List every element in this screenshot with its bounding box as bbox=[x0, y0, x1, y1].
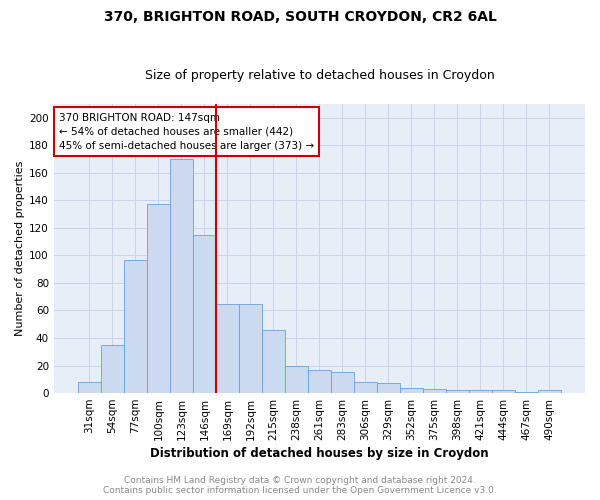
Bar bbox=[423, 389, 446, 393]
Text: 370, BRIGHTON ROAD, SOUTH CROYDON, CR2 6AL: 370, BRIGHTON ROAD, SOUTH CROYDON, CR2 6… bbox=[104, 10, 496, 24]
Bar bbox=[492, 390, 515, 393]
Bar bbox=[124, 260, 147, 393]
Bar bbox=[400, 388, 423, 393]
Bar bbox=[377, 384, 400, 393]
Bar bbox=[193, 235, 216, 393]
Bar bbox=[331, 372, 354, 393]
Bar bbox=[78, 382, 101, 393]
Bar bbox=[147, 204, 170, 393]
Text: 370 BRIGHTON ROAD: 147sqm
← 54% of detached houses are smaller (442)
45% of semi: 370 BRIGHTON ROAD: 147sqm ← 54% of detac… bbox=[59, 112, 314, 150]
Bar bbox=[216, 304, 239, 393]
Bar bbox=[469, 390, 492, 393]
Bar bbox=[170, 159, 193, 393]
Bar bbox=[515, 392, 538, 393]
Y-axis label: Number of detached properties: Number of detached properties bbox=[15, 161, 25, 336]
Bar bbox=[354, 382, 377, 393]
Bar bbox=[446, 390, 469, 393]
Bar bbox=[285, 366, 308, 393]
Bar bbox=[239, 304, 262, 393]
Bar bbox=[308, 370, 331, 393]
Bar bbox=[101, 345, 124, 393]
Text: Contains HM Land Registry data © Crown copyright and database right 2024.
Contai: Contains HM Land Registry data © Crown c… bbox=[103, 476, 497, 495]
Bar bbox=[538, 390, 561, 393]
X-axis label: Distribution of detached houses by size in Croydon: Distribution of detached houses by size … bbox=[150, 447, 489, 460]
Title: Size of property relative to detached houses in Croydon: Size of property relative to detached ho… bbox=[145, 69, 494, 82]
Bar bbox=[262, 330, 285, 393]
